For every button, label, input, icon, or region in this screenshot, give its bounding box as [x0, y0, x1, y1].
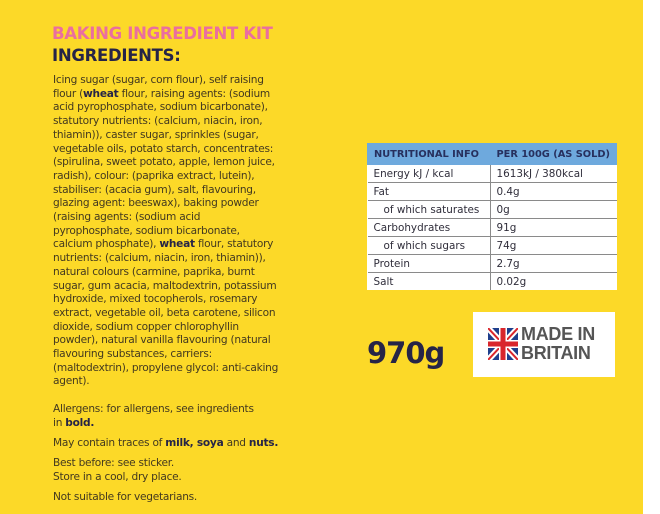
text-segment: flavouring substances, carriers:: [53, 348, 212, 361]
text-segment: (raising agents: (sodium acid: [53, 211, 201, 224]
text-segment: statutory nutrients: (calcium, niacin, i…: [53, 115, 263, 128]
badge-line-1: MADE IN: [521, 324, 595, 344]
text-segment: nutrients: (calcium, niacin, iron, thiam…: [53, 252, 266, 265]
allergen-bold-text: milk, soya: [165, 437, 224, 449]
text-segment: glazing agent: beeswax), baking powder: [53, 197, 259, 210]
nutrient-label: Salt: [367, 272, 491, 290]
ingredients-line: radish), colour: (paprika extract, lutei…: [53, 170, 353, 184]
ingredients-line: Icing sugar (sugar, corn flour), self ra…: [53, 74, 353, 88]
nutrient-value: 91g: [490, 218, 617, 237]
ingredients-line: (spirulina, sweet potato, apple, lemon j…: [53, 156, 353, 170]
ingredients-heading: INGREDIENTS:: [52, 46, 181, 65]
nutrient-value: 2.7g: [490, 254, 617, 273]
ingredients-line: (raising agents: (sodium acid: [53, 211, 353, 225]
ingredients-line: powder), natural vanilla flavouring (nat…: [53, 334, 353, 348]
net-weight: 970g: [367, 336, 445, 370]
ingredients-line: hydroxide, mixed tocopherols, rosemary: [53, 293, 353, 307]
ingredients-line: thiamin)), caster sugar, sprinkles (suga…: [53, 129, 353, 143]
text-segment: Store in a cool, dry place.: [53, 471, 182, 483]
allergen-bold-text: nuts.: [248, 437, 279, 449]
ingredients-line: natural colours (carmine, paprika, burnt: [53, 266, 353, 280]
text-segment: Not suitable for vegetarians.: [53, 491, 198, 503]
nutrient-label: Protein: [367, 254, 491, 273]
nutrition-table: NUTRITIONAL INFO PER 100G (AS SOLD) Ener…: [367, 143, 617, 290]
ingredients-line: pyrophosphate, sodium bicarbonate,: [53, 225, 353, 239]
nutrition-row: Energy kJ / kcal 1613kJ / 380kcal: [367, 164, 617, 183]
ingredients-line: stabiliser: (acacia gum), salt, flavouri…: [53, 184, 353, 198]
text-segment: hydroxide, mixed tocopherols, rosemary: [53, 293, 258, 306]
text-segment: radish), colour: (paprika extract, lutei…: [53, 169, 255, 182]
nutrition-header-value: PER 100G (AS SOLD): [489, 143, 617, 165]
text-segment: Best before: see sticker.: [53, 457, 174, 469]
nutrition-row: of which sugars 74g: [367, 236, 617, 255]
storage-allergen-notes: Allergens: for allergens, see ingredient…: [53, 402, 353, 510]
nutrient-label: Carbohydrates: [367, 218, 491, 237]
ingredients-line: calcium phosphate), wheat flour, statuto…: [53, 238, 353, 252]
ingredients-line: agent).: [53, 375, 353, 389]
label-panel: BAKING INGREDIENT KIT INGREDIENTS: Icing…: [0, 0, 643, 514]
text-segment: in: [53, 417, 66, 429]
text-segment: vegetable oils, potato starch, concentra…: [53, 142, 274, 155]
note-paragraph: Allergens: for allergens, see ingredient…: [53, 402, 353, 430]
text-segment: flour, statutory: [194, 238, 274, 251]
text-segment: stabiliser: (acacia gum), salt, flavouri…: [53, 183, 256, 196]
allergen-bold-text: wheat: [82, 87, 119, 100]
badge-line-2: BRITAIN: [521, 343, 591, 363]
text-segment: (spirulina, sweet potato, apple, lemon j…: [53, 156, 275, 169]
nutrition-row: Protein 2.7g: [367, 254, 617, 273]
ingredients-text: Icing sugar (sugar, corn flour), self ra…: [53, 74, 353, 389]
text-segment: (maltodextrin), propylene glycol: anti-c…: [53, 361, 279, 374]
note-paragraph: Not suitable for vegetarians.: [53, 490, 353, 504]
made-in-britain-badge: MADE IN BRITAIN: [473, 312, 615, 377]
nutrition-row: Fat 0.4g: [367, 182, 617, 201]
text-segment: acid pyrophosphate, sodium bicarbonate),: [53, 101, 268, 114]
nutrient-value: 1613kJ / 380kcal: [490, 164, 617, 183]
text-segment: thiamin)), caster sugar, sprinkles (suga…: [53, 128, 259, 141]
ingredients-line: acid pyrophosphate, sodium bicarbonate),: [53, 101, 353, 115]
text-segment: calcium phosphate),: [53, 238, 160, 251]
ingredients-line: statutory nutrients: (calcium, niacin, i…: [53, 115, 353, 129]
ingredients-line: flour (wheat flour, raising agents: (sod…: [53, 88, 353, 102]
ingredients-line: vegetable oils, potato starch, concentra…: [53, 143, 353, 157]
ingredients-line: nutrients: (calcium, niacin, iron, thiam…: [53, 252, 353, 266]
nutrient-label: Fat: [367, 182, 491, 201]
product-title: BAKING INGREDIENT KIT: [52, 24, 273, 43]
nutrient-label: of which sugars: [367, 236, 491, 255]
nutrient-label: Energy kJ / kcal: [367, 164, 491, 183]
text-segment: extract, vegetable oil, beta carotene, s…: [53, 306, 276, 319]
text-segment: flour (: [53, 87, 83, 100]
note-paragraph: May contain traces of milk, soya and nut…: [53, 436, 353, 450]
nutrient-value: 0g: [490, 200, 617, 219]
text-segment: Allergens: for allergens, see ingredient…: [53, 403, 254, 415]
nutrition-row: of which saturates 0g: [367, 200, 617, 219]
text-segment: flour, raising agents: (sodium: [118, 87, 271, 100]
ingredients-line: glazing agent: beeswax), baking powder: [53, 197, 353, 211]
nutrient-value: 0.02g: [496, 275, 527, 288]
nutrient-value: 0.4g: [490, 182, 617, 201]
nutrition-row: Carbohydrates 91g: [367, 218, 617, 237]
text-segment: dioxide, sodium copper chlorophyllin: [53, 320, 239, 333]
text-segment: pyrophosphate, sodium bicarbonate,: [53, 224, 240, 237]
allergen-bold-text: bold.: [65, 417, 95, 429]
text-segment: powder), natural vanilla flavouring (nat…: [53, 334, 271, 347]
ingredients-line: flavouring substances, carriers:: [53, 348, 353, 362]
nutrient-label: of which saturates: [367, 200, 491, 219]
note-paragraph: Best before: see sticker. Store in a cool…: [53, 456, 353, 484]
union-jack-flag-icon: [488, 328, 518, 360]
nutrition-row: Salt 0.02g: [367, 272, 617, 290]
text-segment: agent).: [53, 375, 90, 388]
allergen-bold-text: wheat: [159, 238, 195, 251]
nutrition-header-label: NUTRITIONAL INFO: [367, 143, 491, 165]
text-segment: May contain traces of: [53, 437, 166, 449]
ingredients-line: sugar, gum acacia, maltodextrin, potassi…: [53, 280, 353, 294]
text-segment: Icing sugar (sugar, corn flour), self ra…: [53, 74, 264, 86]
text-segment: natural colours (carmine, paprika, burnt: [53, 265, 255, 278]
nutrient-value: 74g: [490, 236, 617, 255]
text-segment: and: [223, 437, 249, 449]
ingredients-line: (maltodextrin), propylene glycol: anti-c…: [53, 362, 353, 376]
ingredients-line: dioxide, sodium copper chlorophyllin: [53, 321, 353, 335]
ingredients-line: extract, vegetable oil, beta carotene, s…: [53, 307, 353, 321]
text-segment: sugar, gum acacia, maltodextrin, potassi…: [53, 279, 277, 292]
